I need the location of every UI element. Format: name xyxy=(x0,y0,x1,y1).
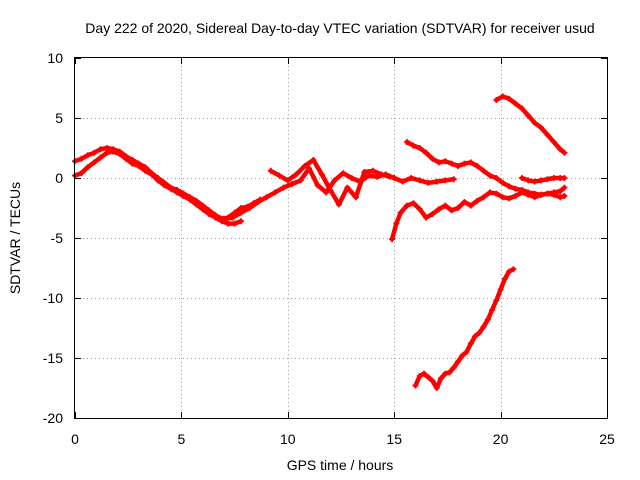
data-trace-segment xyxy=(353,169,367,200)
series-arc-9 xyxy=(412,266,517,391)
data-trace-segment xyxy=(336,185,350,207)
series-arc-8 xyxy=(518,175,568,185)
x-tick-label: 0 xyxy=(71,431,79,447)
plot-frame xyxy=(74,57,608,419)
y-tick-label: -5 xyxy=(51,230,64,246)
data-trace-segment xyxy=(557,193,567,200)
data-trace-segment xyxy=(232,218,244,226)
ticks: 0 5 10 15 20 25 10 5 0 -5 -10 -15 -20 xyxy=(43,50,615,447)
data-trace-segment xyxy=(506,266,516,274)
data-trace-segment xyxy=(389,221,399,242)
x-tick-label: 15 xyxy=(386,431,402,447)
x-tick-label: 25 xyxy=(599,431,615,447)
series-arc-4 xyxy=(267,157,393,208)
x-tick-label: 5 xyxy=(178,431,186,447)
data-trace-segment xyxy=(557,185,567,194)
y-tick-label: 5 xyxy=(55,110,63,126)
data-trace-segment xyxy=(557,146,567,156)
data-trace-segment xyxy=(319,172,333,193)
data-trace-segment xyxy=(379,172,393,180)
data-marks xyxy=(72,93,568,391)
x-axis-label: GPS time / hours xyxy=(287,457,394,473)
chart-title: Day 222 of 2020, Sidereal Day-to-day VTE… xyxy=(85,20,594,36)
y-tick-label: 10 xyxy=(47,50,63,66)
data-trace-segment xyxy=(443,176,457,183)
data-trace-segment xyxy=(306,166,320,188)
y-tick-label: 0 xyxy=(55,170,63,186)
data-trace-segment xyxy=(328,187,342,207)
data-trace-segment xyxy=(311,157,325,177)
x-tick-label: 10 xyxy=(280,431,296,447)
y-axis-label: SDTVAR / TECUs xyxy=(7,182,23,294)
y-tick-label: -10 xyxy=(43,290,63,306)
series-arc-6 xyxy=(403,139,568,198)
x-tick-label: 20 xyxy=(493,431,509,447)
y-tick-label: -20 xyxy=(43,410,63,426)
series-arc-7 xyxy=(493,93,568,156)
y-tick-label: -15 xyxy=(43,350,63,366)
